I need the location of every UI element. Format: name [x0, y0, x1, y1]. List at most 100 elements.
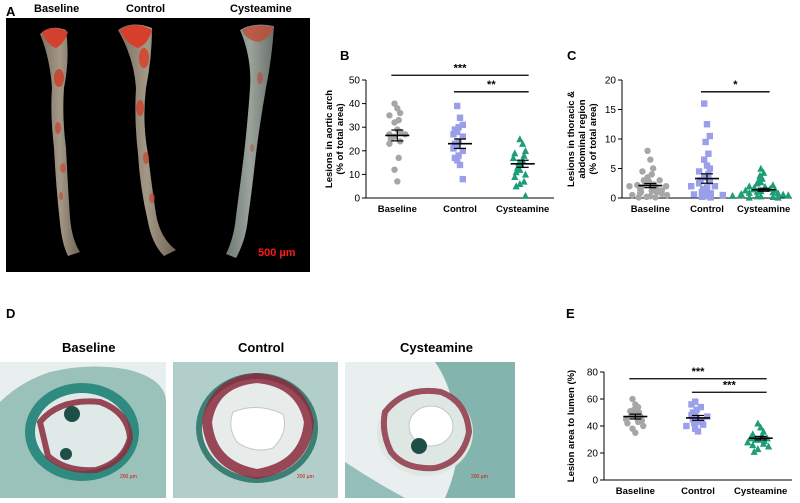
y-tick-label: 0 — [592, 476, 598, 487]
data-point — [394, 105, 401, 112]
data-point — [395, 154, 402, 162]
data-point — [626, 183, 633, 190]
series-cysteamine — [728, 164, 792, 201]
panel-a-scale-bar: 500 µm — [258, 247, 296, 259]
data-point — [691, 420, 698, 427]
panel-a-label-control: Control — [126, 3, 166, 15]
data-point — [703, 184, 711, 191]
data-point — [744, 438, 752, 446]
data-point — [757, 164, 765, 172]
chart-e: 0 20 40 60 80 Baseline Control Cysteamine Lesion… — [556, 350, 796, 498]
y-tick-label: 40 — [587, 422, 599, 433]
data-point — [769, 193, 777, 201]
data-point — [521, 170, 530, 178]
data-point — [509, 154, 517, 162]
x-tick-label-control: Control — [443, 204, 477, 215]
data-point — [760, 168, 768, 176]
data-point — [688, 412, 695, 419]
data-point — [521, 191, 530, 199]
histology-cysteamine-illustration: 200 µm — [345, 362, 515, 498]
data-point — [653, 188, 661, 196]
data-point — [753, 192, 761, 200]
aorta-baseline — [40, 27, 80, 256]
data-point — [663, 191, 671, 199]
y-tick-label: 60 — [587, 395, 599, 406]
y-axis-title: (% of total area) — [588, 103, 599, 174]
data-point — [516, 135, 524, 143]
data-point — [769, 188, 777, 196]
chart-c: 0 5 10 15 20 Baseline Control Cysteamine Lesions… — [560, 62, 796, 226]
data-point — [520, 177, 528, 185]
chart-b-svg: 0 10 20 30 40 50 Baseline Control Cysteamine Lesi… — [324, 62, 554, 215]
data-point — [459, 175, 466, 183]
y-axis-title: abdominal region — [577, 99, 588, 178]
x-tick-label-control: Control — [690, 204, 724, 215]
aorta-control — [118, 24, 176, 257]
histology-control: 200 µm — [173, 362, 338, 498]
data-point — [750, 447, 758, 455]
data-point — [648, 187, 655, 195]
data-point — [774, 193, 782, 201]
aorta-cysteamine — [226, 24, 274, 258]
data-point — [459, 133, 466, 140]
data-point — [701, 174, 708, 181]
data-point — [728, 191, 737, 199]
data-point — [683, 422, 690, 430]
data-point — [706, 165, 713, 172]
x-tick-label-baseline: Baseline — [616, 486, 655, 497]
data-point — [454, 142, 461, 150]
x-tick-label-control: Control — [681, 486, 715, 497]
data-point — [707, 194, 714, 201]
data-point — [512, 168, 520, 176]
data-point — [519, 139, 527, 147]
data-point — [754, 419, 762, 427]
data-point — [639, 168, 646, 175]
x-tick-label-cysteamine: Cysteamine — [734, 486, 787, 497]
data-point — [699, 421, 707, 428]
data-point — [450, 131, 457, 138]
y-tick-label: 20 — [587, 449, 599, 460]
data-point — [719, 191, 726, 199]
data-point — [521, 147, 530, 154]
y-tick-label: 80 — [587, 368, 599, 379]
data-point — [693, 406, 700, 413]
y-tick-label: 10 — [349, 170, 361, 181]
histology-cysteamine: 200 µm — [345, 362, 515, 498]
y-tick-label: 50 — [349, 76, 361, 87]
data-point — [450, 145, 457, 152]
data-point — [698, 188, 706, 196]
significance-label: ** — [487, 79, 496, 91]
data-point — [635, 194, 642, 201]
panel-d-label-baseline: Baseline — [62, 340, 116, 355]
panel-letter-c: C — [567, 48, 577, 63]
data-point — [741, 186, 750, 194]
significance-label: * — [733, 79, 738, 91]
data-point — [520, 151, 528, 159]
data-point — [688, 401, 695, 408]
data-point — [692, 410, 699, 418]
data-point — [459, 147, 466, 154]
data-point — [701, 156, 708, 163]
data-point — [707, 190, 714, 197]
data-point — [629, 395, 636, 403]
data-point — [391, 100, 398, 107]
data-point — [455, 138, 462, 145]
data-point — [702, 138, 709, 146]
data-point — [745, 193, 753, 201]
significance-label: *** — [454, 62, 468, 74]
series-control — [688, 100, 726, 201]
data-point — [624, 420, 631, 427]
x-tick-label-baseline: Baseline — [631, 204, 670, 215]
data-point — [706, 132, 713, 140]
data-point — [702, 187, 709, 195]
histology-cysteamine-scale-bar: 200 µm — [471, 474, 488, 480]
data-point — [456, 161, 464, 169]
series-baseline — [386, 100, 409, 185]
data-point — [454, 102, 461, 110]
data-point — [701, 100, 708, 107]
data-point — [511, 172, 519, 180]
data-point — [640, 422, 647, 430]
data-point — [643, 193, 650, 201]
data-point — [629, 191, 636, 199]
chart-e-svg: 0 20 40 60 80 Baseline Control Cysteamine Lesion… — [566, 366, 792, 497]
